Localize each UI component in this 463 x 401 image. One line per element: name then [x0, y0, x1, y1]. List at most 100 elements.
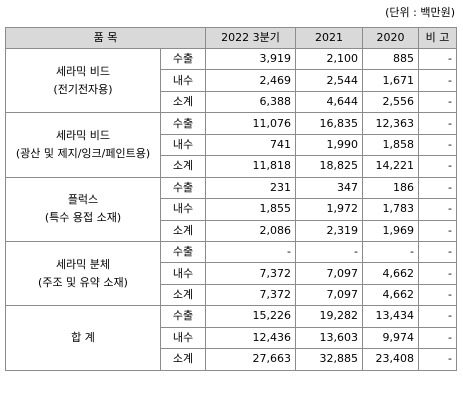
type-cell: 소계	[160, 219, 206, 242]
value-2021-cell: 2,319	[295, 219, 363, 242]
note-cell: -	[418, 69, 457, 92]
type-cell: 수출	[160, 240, 206, 264]
note-cell: -	[418, 219, 457, 242]
value-2022-cell: 7,372	[205, 262, 296, 285]
value-2022-cell: 12,436	[205, 326, 296, 350]
product-subtitle: (특수 용접 소재)	[44, 211, 122, 225]
product-name: 세라믹 비드	[55, 64, 111, 78]
header-note: 비 고	[418, 27, 457, 49]
table-row: 소계 27,663 32,885 23,408-	[6, 348, 457, 371]
table-row: 플럭스 (특수 용접 소재) 수출 231 347 186-	[5, 176, 457, 242]
note-cell: -	[418, 90, 457, 114]
product-cell: 플럭스 (특수 용접 소재)	[5, 176, 161, 242]
note-cell: -	[418, 348, 457, 371]
note-cell: -	[418, 326, 457, 350]
value-2020-cell: 23,408	[362, 348, 419, 371]
type-cell: 소계	[160, 90, 206, 114]
note-cell: -	[418, 176, 457, 200]
value-2022-cell: 27,663	[205, 348, 296, 371]
value-2021-cell: -	[295, 240, 363, 264]
table-header-row: 품 목 2022 3분기 2021 2020 비 고	[5, 27, 457, 49]
product-subtitle: (광산 및 제지/잉크/페인트용)	[15, 146, 151, 160]
header-2020: 2020	[362, 27, 419, 49]
value-2022-cell: 6,388	[205, 90, 296, 114]
value-2020-cell: 13,434	[362, 305, 419, 328]
product-name: 세라믹 비드	[55, 128, 111, 142]
product-cell: 세라믹 비드 (광산 및 제지/잉크/페인트용)	[5, 112, 161, 178]
type-cell: 수출	[160, 176, 206, 200]
header-product: 품 목	[5, 27, 206, 49]
note-cell: -	[418, 262, 457, 285]
type-cell: 소계	[160, 348, 206, 371]
type-cell: 내수	[160, 326, 206, 350]
value-2021-cell: 7,097	[295, 283, 363, 307]
value-2021-cell: 19,282	[295, 305, 363, 328]
value-2022-cell: 15,226	[205, 305, 296, 328]
value-2021-cell: 2,100	[295, 47, 363, 71]
table-body: 세라믹 비드 (전기전자용) 수출 3,919 2,100 885- 내수 2,469 2,54…	[5, 47, 457, 371]
note-cell: -	[418, 240, 457, 264]
value-2020-cell: 1,969	[362, 219, 419, 242]
value-2020-cell: 14,221	[362, 155, 419, 178]
value-2021-cell: 347	[295, 176, 363, 200]
table-row: 세라믹 비드 (광산 및 제지/잉크/페인트용) 수출 11,076 16,835 12,…	[5, 112, 457, 178]
product-cell: 합 계	[5, 305, 161, 371]
value-2022-cell: 231	[205, 176, 296, 200]
value-2022-cell: 741	[205, 133, 296, 157]
type-cell: 내수	[160, 262, 206, 285]
value-2021-cell: 4,644	[295, 90, 363, 114]
table-row: 소계 7,372 7,097 4,662-	[6, 283, 457, 307]
value-2022-cell: -	[205, 240, 296, 264]
value-2022-cell: 2,469	[205, 69, 296, 92]
product-name: 세라믹 분체	[55, 257, 111, 271]
value-2020-cell: 2,556	[362, 90, 419, 114]
type-cell: 수출	[160, 112, 206, 135]
note-cell: -	[418, 283, 457, 307]
value-2022-cell: 3,919	[205, 47, 296, 71]
type-cell: 수출	[160, 305, 206, 328]
product-subtitle: (주조 및 유약 소재)	[38, 275, 128, 289]
value-2021-cell: 18,825	[295, 155, 363, 178]
note-cell: -	[418, 155, 457, 178]
value-2020-cell: 4,662	[362, 262, 419, 285]
value-2020-cell: 186	[362, 176, 419, 200]
table-row: 내수 741 1,990 1,858-	[6, 133, 457, 157]
value-2022-cell: 7,372	[205, 283, 296, 307]
table-row: 소계 11,818 18,825 14,221-	[6, 155, 457, 178]
value-2020-cell: -	[362, 240, 419, 264]
value-2021-cell: 2,544	[295, 69, 363, 92]
note-cell: -	[418, 112, 457, 135]
type-cell: 소계	[160, 155, 206, 178]
type-cell: 내수	[160, 198, 206, 221]
value-2022-cell: 11,818	[205, 155, 296, 178]
value-2022-cell: 1,855	[205, 198, 296, 221]
value-2022-cell: 2,086	[205, 219, 296, 242]
value-2021-cell: 1,990	[295, 133, 363, 157]
header-2021: 2021	[295, 27, 363, 49]
note-cell: -	[418, 305, 457, 328]
value-2022-cell: 11,076	[205, 112, 296, 135]
sales-table: 품 목 2022 3분기 2021 2020 비 고 세라믹 비드 (전기전자용)…	[5, 27, 457, 371]
value-2020-cell: 1,858	[362, 133, 419, 157]
note-cell: -	[418, 133, 457, 157]
table-row: 내수 12,436 13,603 9,974-	[6, 326, 457, 350]
type-cell: 소계	[160, 283, 206, 307]
value-2020-cell: 885	[362, 47, 419, 71]
product-subtitle: (전기전자용)	[53, 82, 113, 96]
product-cell: 세라믹 분체 (주조 및 유약 소재)	[5, 240, 161, 307]
value-2021-cell: 1,972	[295, 198, 363, 221]
value-2021-cell: 16,835	[295, 112, 363, 135]
type-cell: 내수	[160, 133, 206, 157]
product-name: 플럭스	[67, 193, 99, 207]
note-cell: -	[418, 198, 457, 221]
value-2020-cell: 12,363	[362, 112, 419, 135]
value-2020-cell: 4,662	[362, 283, 419, 307]
table-row: 세라믹 비드 (전기전자용) 수출 3,919 2,100 885-	[5, 47, 457, 114]
table-row: 소계 2,086 2,319 1,969-	[6, 219, 457, 242]
table-row: 세라믹 분체 (주조 및 유약 소재) 수출 - - - -	[5, 240, 457, 307]
value-2021-cell: 13,603	[295, 326, 363, 350]
type-cell: 수출	[160, 47, 206, 71]
type-cell: 내수	[160, 69, 206, 92]
header-2022: 2022 3분기	[205, 27, 296, 49]
value-2020-cell: 1,671	[362, 69, 419, 92]
